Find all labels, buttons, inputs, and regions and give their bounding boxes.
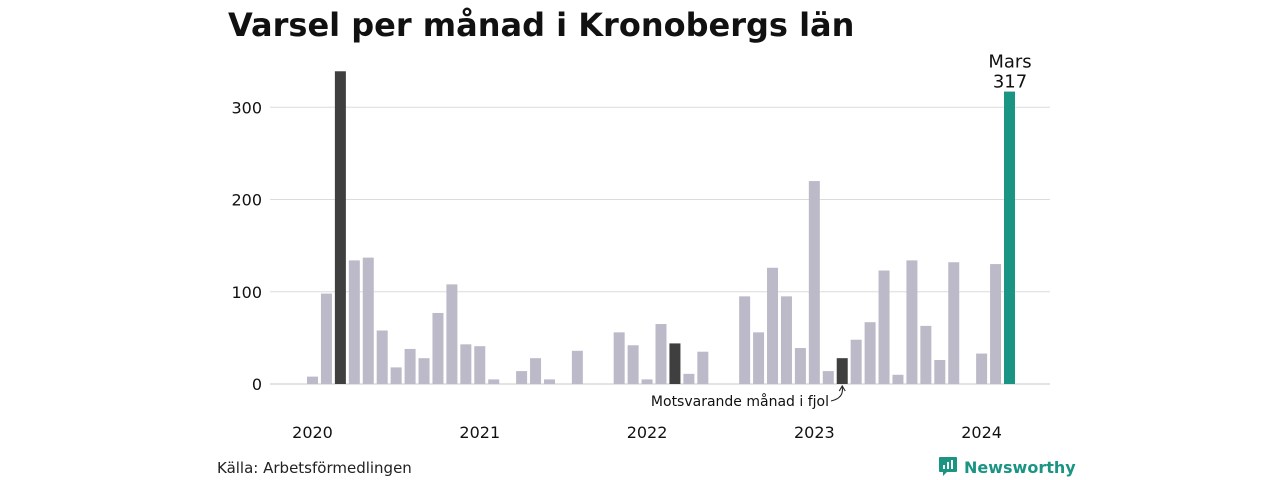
bar [767, 267, 779, 384]
bar [683, 373, 695, 384]
annotation-arrow [830, 386, 844, 402]
bar [976, 353, 988, 384]
bar [418, 358, 430, 384]
bar [780, 296, 792, 384]
bar [822, 371, 834, 384]
bar [613, 332, 625, 384]
arrow-head [838, 384, 846, 392]
bar [488, 379, 500, 384]
bar [753, 332, 765, 384]
bar [892, 374, 904, 384]
bar [669, 343, 681, 384]
bar [362, 257, 374, 384]
y-axis-ticks: 0 100 200 300 [231, 98, 262, 394]
bar [794, 348, 806, 384]
comparison-annotation: Motsvarande månad i fjol [651, 393, 829, 410]
bar [446, 284, 458, 384]
y-tick-label: 300 [231, 98, 262, 117]
current-month-label: Mars [988, 52, 1031, 73]
bar [543, 379, 555, 384]
bar [864, 322, 876, 384]
bar [348, 260, 360, 384]
bar [808, 181, 820, 384]
bar [404, 348, 416, 384]
bar [836, 358, 848, 384]
chart-title: Varsel per månad i Kronobergs län [228, 6, 855, 44]
bar [460, 344, 472, 384]
bar [334, 71, 346, 385]
bar [432, 312, 444, 384]
bar [948, 262, 960, 384]
brand-name: Newsworthy [964, 457, 1076, 477]
x-tick-label: 2024 [961, 423, 1002, 442]
bar [516, 371, 528, 384]
bar [697, 351, 709, 384]
bar [376, 330, 388, 384]
bar [1004, 91, 1015, 384]
bar [627, 345, 639, 384]
x-tick-label: 2022 [627, 423, 668, 442]
x-tick-label: 2021 [459, 423, 500, 442]
bar [390, 367, 402, 384]
y-tick-label: 100 [231, 283, 262, 302]
bar [655, 324, 667, 384]
bar [850, 339, 862, 384]
x-axis-ticks: 2020 2021 2022 2023 2024 [292, 423, 1002, 442]
bar [320, 293, 332, 384]
x-tick-label: 2020 [292, 423, 333, 442]
bar [474, 346, 486, 384]
source-note: Källa: Arbetsförmedlingen [217, 459, 412, 477]
brand-logo[interactable]: Newsworthy [938, 456, 1076, 478]
chart-speech-bubble-icon [939, 457, 957, 476]
bar [307, 376, 318, 384]
bar [990, 264, 1002, 384]
bar [571, 350, 583, 384]
bars [307, 71, 1015, 385]
bar [530, 358, 542, 384]
bar [934, 360, 946, 384]
bar [739, 296, 751, 384]
bar [878, 270, 890, 384]
y-tick-label: 200 [231, 191, 262, 210]
bar [906, 260, 918, 384]
x-tick-label: 2023 [794, 423, 835, 442]
bar [641, 379, 653, 384]
y-tick-label: 0 [252, 375, 262, 394]
bar [920, 325, 932, 384]
current-value-label: 317 [993, 72, 1027, 93]
